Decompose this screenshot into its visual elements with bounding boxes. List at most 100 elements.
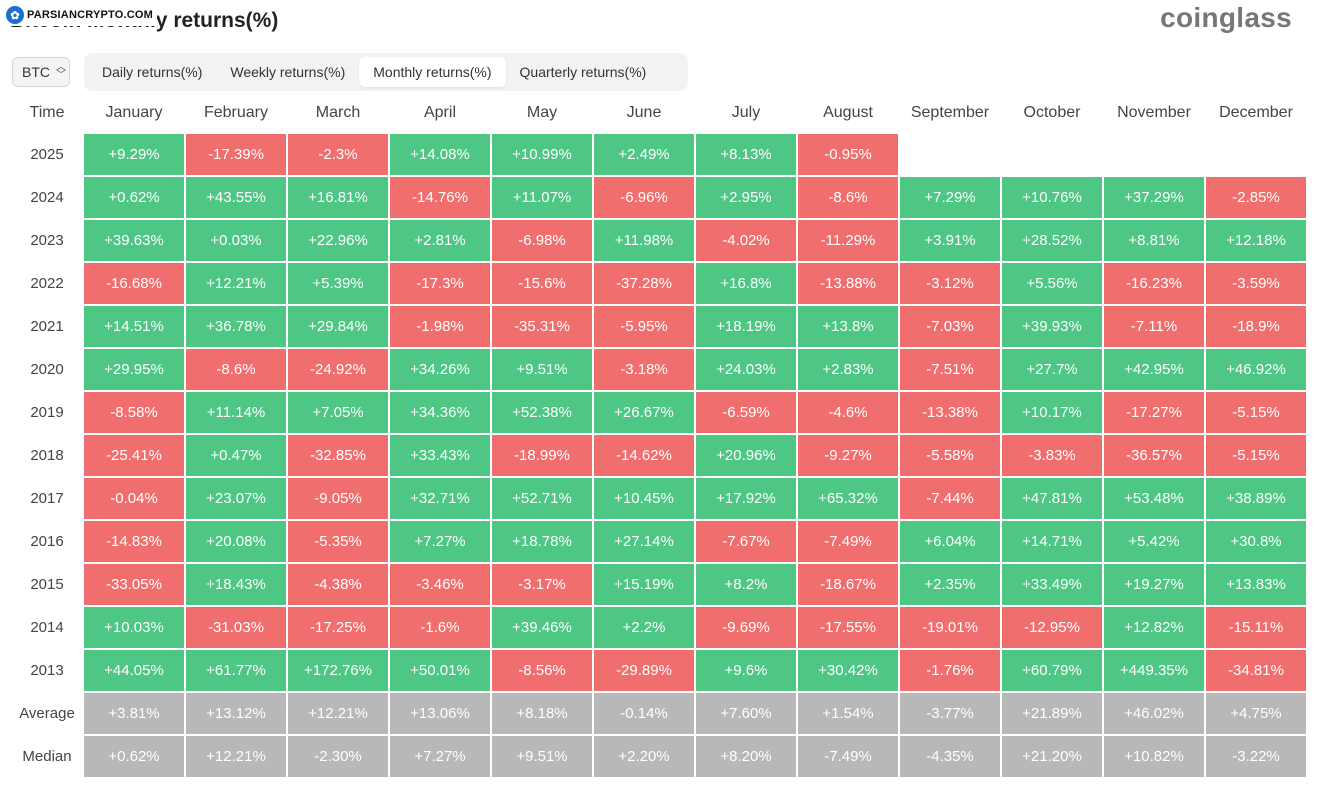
return-cell[interactable]: +2.81%: [390, 220, 490, 261]
summary-cell[interactable]: +2.20%: [594, 736, 694, 777]
return-cell[interactable]: +0.62%: [84, 177, 184, 218]
return-cell[interactable]: -35.31%: [492, 306, 592, 347]
tab-monthly-returns[interactable]: Monthly returns(%): [359, 57, 506, 87]
return-cell[interactable]: +12.21%: [186, 263, 286, 304]
return-cell[interactable]: +47.81%: [1002, 478, 1102, 519]
return-cell[interactable]: +33.49%: [1002, 564, 1102, 605]
return-cell[interactable]: -4.38%: [288, 564, 388, 605]
return-cell[interactable]: +36.78%: [186, 306, 286, 347]
summary-cell[interactable]: +8.20%: [696, 736, 796, 777]
return-cell[interactable]: -7.67%: [696, 521, 796, 562]
summary-cell[interactable]: +1.54%: [798, 693, 898, 734]
return-cell[interactable]: -18.9%: [1206, 306, 1306, 347]
return-cell[interactable]: -7.11%: [1104, 306, 1204, 347]
return-cell[interactable]: +30.42%: [798, 650, 898, 691]
return-cell[interactable]: +53.48%: [1104, 478, 1204, 519]
tab-weekly-returns[interactable]: Weekly returns(%): [230, 64, 346, 80]
return-cell[interactable]: +13.8%: [798, 306, 898, 347]
return-cell[interactable]: +34.36%: [390, 392, 490, 433]
summary-cell[interactable]: -3.77%: [900, 693, 1000, 734]
return-cell[interactable]: -5.35%: [288, 521, 388, 562]
summary-cell[interactable]: +0.62%: [84, 736, 184, 777]
return-cell[interactable]: -17.3%: [390, 263, 490, 304]
return-cell[interactable]: -14.62%: [594, 435, 694, 476]
return-cell[interactable]: -17.55%: [798, 607, 898, 648]
summary-cell[interactable]: +3.81%: [84, 693, 184, 734]
return-cell[interactable]: +17.92%: [696, 478, 796, 519]
return-cell[interactable]: +60.79%: [1002, 650, 1102, 691]
return-cell[interactable]: +42.95%: [1104, 349, 1204, 390]
return-cell[interactable]: +10.17%: [1002, 392, 1102, 433]
return-cell[interactable]: +14.08%: [390, 134, 490, 175]
return-cell[interactable]: +33.43%: [390, 435, 490, 476]
return-cell[interactable]: +8.81%: [1104, 220, 1204, 261]
brand-logo[interactable]: coinglass: [1160, 2, 1292, 33]
summary-cell[interactable]: +8.18%: [492, 693, 592, 734]
tab-quarterly-returns[interactable]: Quarterly returns(%): [519, 64, 647, 80]
return-cell[interactable]: -9.27%: [798, 435, 898, 476]
return-cell[interactable]: +5.42%: [1104, 521, 1204, 562]
summary-cell[interactable]: +21.20%: [1002, 736, 1102, 777]
return-cell[interactable]: +30.8%: [1206, 521, 1306, 562]
return-cell[interactable]: +0.47%: [186, 435, 286, 476]
return-cell[interactable]: -3.12%: [900, 263, 1000, 304]
return-cell[interactable]: +2.2%: [594, 607, 694, 648]
return-cell[interactable]: +3.91%: [900, 220, 1000, 261]
summary-cell[interactable]: -0.14%: [594, 693, 694, 734]
return-cell[interactable]: -25.41%: [84, 435, 184, 476]
return-cell[interactable]: +10.76%: [1002, 177, 1102, 218]
return-cell[interactable]: +29.84%: [288, 306, 388, 347]
return-cell[interactable]: +172.76%: [288, 650, 388, 691]
return-cell[interactable]: +8.13%: [696, 134, 796, 175]
return-cell[interactable]: -3.17%: [492, 564, 592, 605]
return-cell[interactable]: +20.96%: [696, 435, 796, 476]
return-cell[interactable]: +10.99%: [492, 134, 592, 175]
return-cell[interactable]: +7.29%: [900, 177, 1000, 218]
summary-cell[interactable]: +7.27%: [390, 736, 490, 777]
summary-cell[interactable]: +13.06%: [390, 693, 490, 734]
return-cell[interactable]: -7.44%: [900, 478, 1000, 519]
return-cell[interactable]: +22.96%: [288, 220, 388, 261]
return-cell[interactable]: -1.76%: [900, 650, 1000, 691]
summary-cell[interactable]: +10.82%: [1104, 736, 1204, 777]
return-cell[interactable]: -7.03%: [900, 306, 1000, 347]
return-cell[interactable]: +65.32%: [798, 478, 898, 519]
return-cell[interactable]: -0.04%: [84, 478, 184, 519]
return-cell[interactable]: -6.59%: [696, 392, 796, 433]
summary-cell[interactable]: +12.21%: [186, 736, 286, 777]
return-cell[interactable]: -15.6%: [492, 263, 592, 304]
return-cell[interactable]: +7.27%: [390, 521, 490, 562]
return-cell[interactable]: -5.58%: [900, 435, 1000, 476]
return-cell[interactable]: -33.05%: [84, 564, 184, 605]
return-cell[interactable]: +2.35%: [900, 564, 1000, 605]
summary-cell[interactable]: +9.51%: [492, 736, 592, 777]
return-cell[interactable]: +27.7%: [1002, 349, 1102, 390]
return-cell[interactable]: -16.23%: [1104, 263, 1204, 304]
return-cell[interactable]: -29.89%: [594, 650, 694, 691]
return-cell[interactable]: +12.82%: [1104, 607, 1204, 648]
return-cell[interactable]: +28.52%: [1002, 220, 1102, 261]
return-cell[interactable]: -9.05%: [288, 478, 388, 519]
return-cell[interactable]: +0.03%: [186, 220, 286, 261]
return-cell[interactable]: +43.55%: [186, 177, 286, 218]
return-cell[interactable]: +16.81%: [288, 177, 388, 218]
return-cell[interactable]: -7.51%: [900, 349, 1000, 390]
return-cell[interactable]: +39.46%: [492, 607, 592, 648]
return-cell[interactable]: +13.83%: [1206, 564, 1306, 605]
return-cell[interactable]: -13.38%: [900, 392, 1000, 433]
summary-cell[interactable]: -2.30%: [288, 736, 388, 777]
asset-select[interactable]: BTC ︿ ﹀: [12, 57, 70, 87]
return-cell[interactable]: +23.07%: [186, 478, 286, 519]
return-cell[interactable]: -18.67%: [798, 564, 898, 605]
return-cell[interactable]: +18.43%: [186, 564, 286, 605]
return-cell[interactable]: +18.78%: [492, 521, 592, 562]
summary-cell[interactable]: +13.12%: [186, 693, 286, 734]
summary-cell[interactable]: +12.21%: [288, 693, 388, 734]
return-cell[interactable]: +52.38%: [492, 392, 592, 433]
return-cell[interactable]: +52.71%: [492, 478, 592, 519]
return-cell[interactable]: +10.45%: [594, 478, 694, 519]
return-cell[interactable]: +38.89%: [1206, 478, 1306, 519]
return-cell[interactable]: +14.71%: [1002, 521, 1102, 562]
return-cell[interactable]: -18.99%: [492, 435, 592, 476]
return-cell[interactable]: -5.15%: [1206, 392, 1306, 433]
